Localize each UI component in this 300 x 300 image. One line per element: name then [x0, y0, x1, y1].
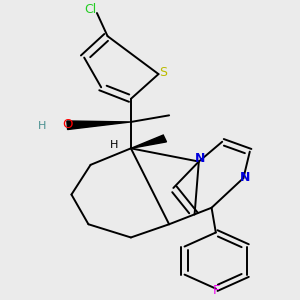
Text: S: S: [159, 66, 167, 79]
Text: N: N: [195, 152, 205, 165]
Text: O: O: [62, 118, 73, 131]
Text: F: F: [212, 284, 219, 297]
Text: H: H: [110, 140, 118, 150]
Text: Cl: Cl: [84, 3, 97, 16]
Text: H: H: [38, 121, 46, 131]
Polygon shape: [131, 135, 167, 148]
Text: N: N: [240, 171, 251, 184]
Polygon shape: [67, 121, 131, 130]
